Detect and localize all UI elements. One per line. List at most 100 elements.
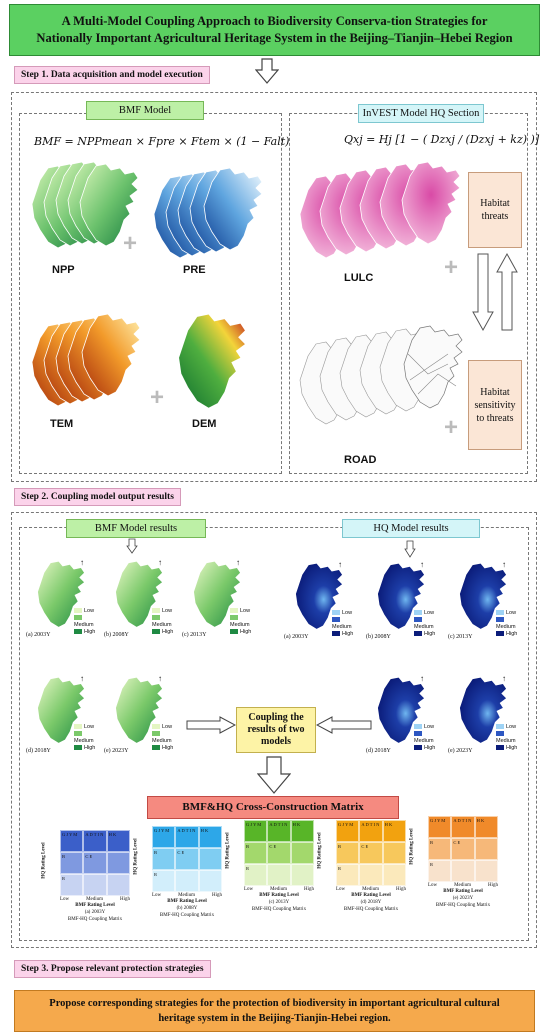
- matrix-ylabel: HQ Rating Level: [409, 828, 415, 865]
- matrix-xticks: Low Medium High: [60, 897, 130, 902]
- matrix-tick: Medium: [178, 893, 196, 898]
- matrix-cell: [267, 864, 291, 886]
- map-legend: Low Medium High: [496, 610, 518, 638]
- bmf-map-3: ↑ Low Medium High (d) 2018Y: [26, 674, 96, 754]
- map-caption: (a) 2003Y: [284, 634, 309, 640]
- legend-item: Medium: [152, 615, 174, 629]
- legend-item: Low: [152, 724, 174, 731]
- matrix-cell: R: [60, 874, 84, 896]
- legend-item: High: [332, 631, 354, 638]
- matrix-caption: (a) 2003Y: [84, 910, 106, 915]
- legend-label: Medium: [152, 622, 172, 628]
- matrix-cell: [198, 870, 222, 892]
- matrix-cell: R: [152, 870, 176, 892]
- legend-swatch: [152, 745, 160, 751]
- hq-map-0: ↑ Low Medium High (a) 2003Y: [284, 560, 354, 640]
- step1-container: [11, 92, 537, 482]
- north-arrow-icon: ↑: [158, 674, 162, 683]
- hq-model-label: InVEST Model HQ Section: [358, 104, 484, 123]
- legend-swatch: [152, 629, 160, 635]
- north-arrow-icon: ↑: [158, 558, 162, 567]
- legend-label: Medium: [414, 624, 434, 630]
- plus-icon: +: [444, 414, 459, 441]
- step3-label: Step 3. Propose relevant protection stra…: [14, 960, 211, 978]
- road-map: [299, 325, 463, 425]
- legend-item: Low: [152, 608, 174, 615]
- legend-label: Medium: [496, 738, 516, 744]
- legend-swatch: [332, 617, 340, 623]
- north-arrow-icon: ↑: [420, 560, 424, 569]
- north-arrow-icon: ↑: [420, 674, 424, 683]
- legend-swatch: [152, 608, 160, 614]
- legend-label: Medium: [496, 624, 516, 630]
- matrix-cell: [359, 864, 383, 886]
- habitat-sensitivity-box: Habitat sensitivity to threats: [468, 360, 522, 450]
- road-label: ROAD: [344, 454, 377, 466]
- matrix-caption: (e) 2023Y: [452, 896, 474, 901]
- matrix-cell: C E: [451, 838, 475, 860]
- legend-swatch: [74, 724, 82, 730]
- legend-label: Medium: [230, 622, 250, 628]
- matrix-cell: B: [152, 848, 176, 870]
- habitat-threats-box: Habitat threats: [468, 172, 522, 248]
- matrix-xticks: Low Medium High: [152, 893, 222, 898]
- matrix-tick: High: [488, 883, 498, 888]
- matrix-cell: H K: [290, 820, 314, 842]
- tem-map: [31, 313, 141, 407]
- legend-item: Medium: [496, 617, 518, 631]
- legend-label: Low: [240, 608, 251, 614]
- step1-label: Step 1. Data acquisition and model execu…: [14, 66, 210, 84]
- matrix-cell: [382, 864, 406, 886]
- bmf-model-label: BMF Model: [86, 101, 204, 120]
- north-arrow-icon: ↑: [80, 674, 84, 683]
- small-down-arrow-icon: [126, 538, 138, 554]
- matrix-xlabel: BMF Rating Level: [351, 893, 391, 898]
- legend-swatch: [74, 745, 82, 751]
- legend-swatch: [414, 731, 422, 737]
- matrix-cell: [83, 874, 107, 896]
- matrix-cell: B: [336, 842, 360, 864]
- matrix-cell: C E: [83, 852, 107, 874]
- map-legend: Low Medium High: [74, 724, 96, 752]
- legend-item: Low: [230, 608, 252, 615]
- legend-item: Medium: [152, 731, 174, 745]
- matrix-cell: [382, 842, 406, 864]
- matrix-cell: B: [428, 838, 452, 860]
- plus-icon: +: [150, 384, 165, 411]
- legend-label: High: [162, 629, 174, 635]
- legend-label: High: [84, 745, 96, 751]
- matrix-cell: H K: [474, 816, 498, 838]
- map-legend: Low Medium High: [332, 610, 354, 638]
- down-arrow-icon: [257, 756, 291, 794]
- matrix-cell: G J Y M: [428, 816, 452, 838]
- legend-swatch: [230, 608, 238, 614]
- bmf-map-2: ↑ Low Medium High (c) 2013Y: [182, 558, 252, 638]
- matrix-title: BMF&HQ Cross-Construction Matrix: [147, 796, 399, 819]
- matrix-cell: A D T I N: [451, 816, 475, 838]
- legend-label: Low: [506, 610, 517, 616]
- tem-label: TEM: [50, 418, 74, 430]
- matrix-footer: BMF-HQ Coupling Matrix: [159, 913, 215, 918]
- small-down-arrow-icon: [404, 540, 416, 558]
- legend-item: Medium: [414, 731, 436, 745]
- legend-label: Low: [84, 608, 95, 614]
- legend-swatch: [414, 745, 422, 751]
- matrix-cell: R: [336, 864, 360, 886]
- matrix-xticks: Low Medium High: [428, 883, 498, 888]
- north-arrow-icon: ↑: [502, 560, 506, 569]
- legend-swatch: [496, 610, 504, 616]
- legend-item: Low: [332, 610, 354, 617]
- matrix-cell: G J Y M: [244, 820, 268, 842]
- legend-label: High: [162, 745, 174, 751]
- legend-label: High: [424, 745, 436, 751]
- matrix-ylabel: HQ Rating Level: [225, 832, 231, 869]
- right-arrow-icon: [186, 716, 236, 734]
- left-arrow-icon: [316, 716, 372, 734]
- matrix-caption: (d) 2018Y: [360, 900, 382, 905]
- exchange-arrows-icon: [472, 252, 518, 332]
- legend-item: High: [152, 745, 174, 752]
- north-arrow-icon: ↑: [236, 558, 240, 567]
